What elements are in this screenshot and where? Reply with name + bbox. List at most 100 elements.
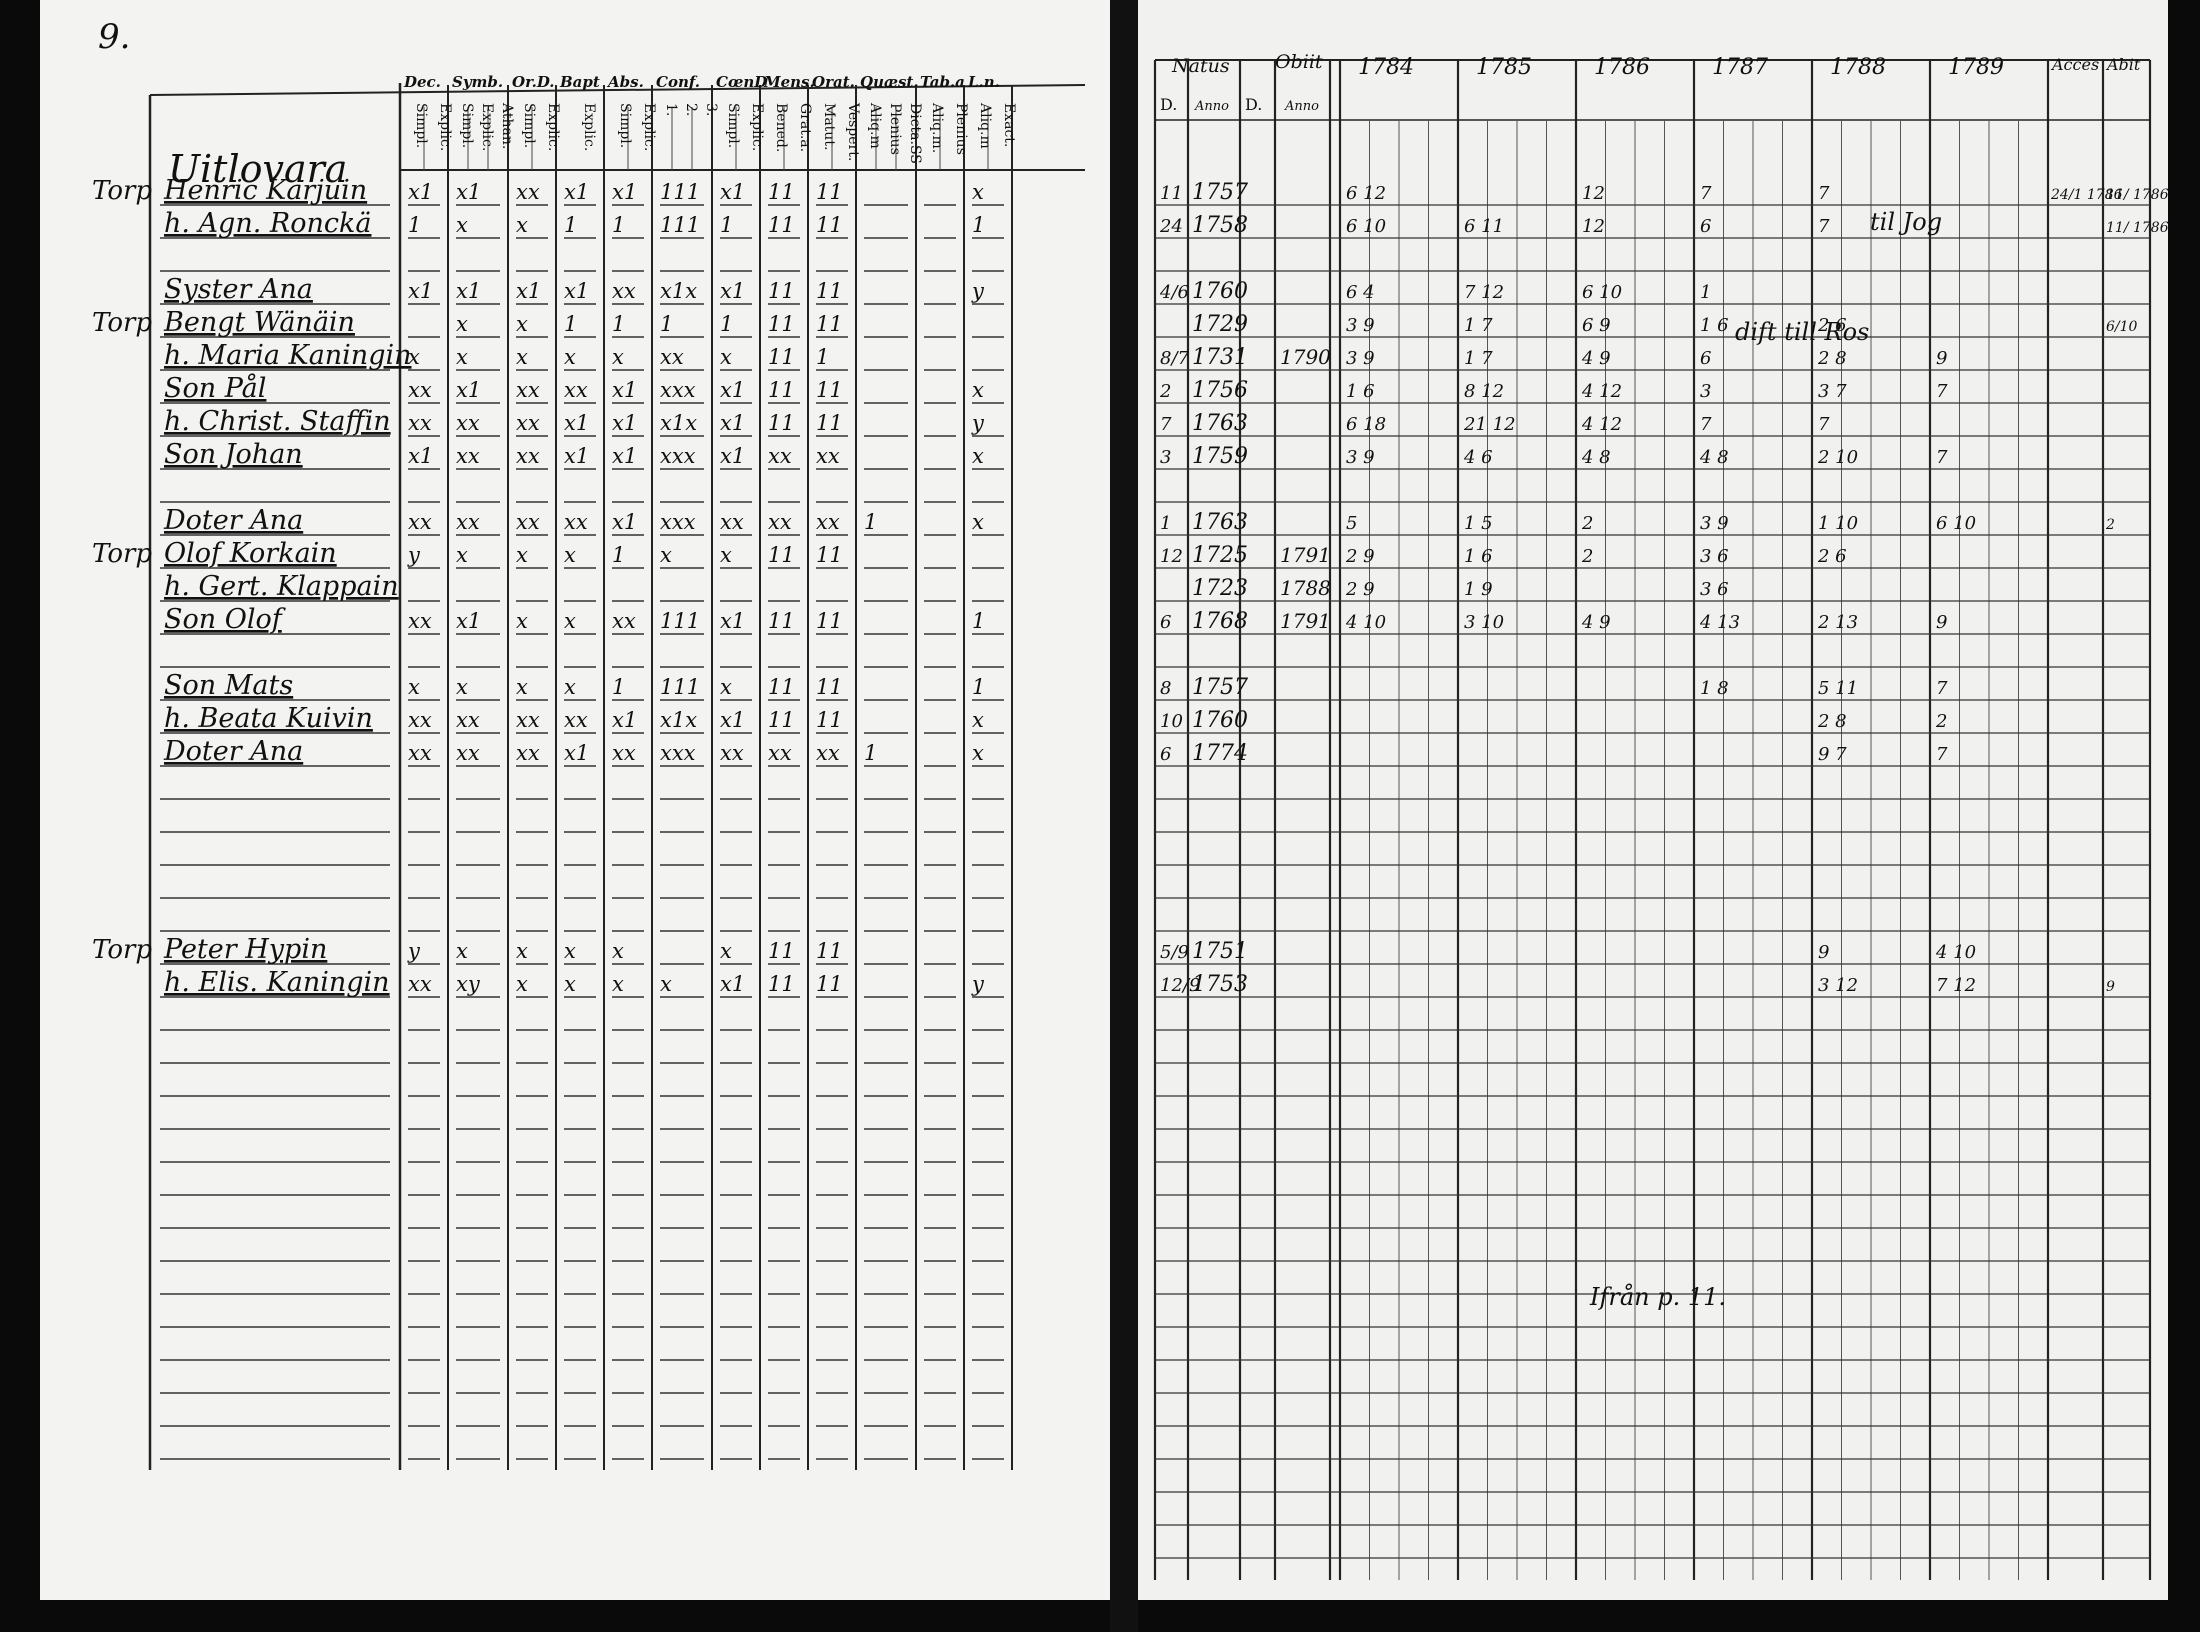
progress-mark: xx <box>456 741 480 765</box>
progress-mark: xx <box>612 741 636 765</box>
entry-name: Peter Hypin <box>163 934 327 965</box>
progress-mark: 11 <box>768 675 795 699</box>
year-entry: 1 6 <box>1700 315 1729 336</box>
year-entry: 7 <box>1936 678 1948 699</box>
progress-mark: 11 <box>816 543 843 567</box>
year-entry: 3 7 <box>1818 381 1847 402</box>
year-entry: 1 5 <box>1464 513 1493 534</box>
progress-mark: 11 <box>768 411 795 435</box>
year-entry: 3 10 <box>1464 612 1504 633</box>
progress-mark: x <box>516 675 528 699</box>
progress-mark: xx <box>408 972 432 996</box>
progress-mark: 11 <box>768 279 795 303</box>
progress-mark: xx <box>456 411 480 435</box>
column-sub-header: 2. <box>683 103 699 116</box>
accessit-entry: 24/1 1786 <box>2050 187 2123 203</box>
progress-mark: x <box>456 675 468 699</box>
natus-day: 7 <box>1160 414 1172 435</box>
progress-mark: 11 <box>816 972 843 996</box>
progress-mark: x1 <box>720 609 745 633</box>
progress-mark: xx <box>516 378 540 402</box>
year-entry: 6 11 <box>1464 216 1504 237</box>
year-entry: 5 11 <box>1818 678 1858 699</box>
progress-mark: 11 <box>768 312 795 336</box>
year-entry: 7 <box>1936 381 1948 402</box>
progress-mark: xx <box>612 609 636 633</box>
progress-mark: xx <box>408 510 432 534</box>
progress-mark: x1 <box>408 279 433 303</box>
natus-day: 3 <box>1160 447 1171 468</box>
progress-mark: xx <box>768 741 792 765</box>
progress-mark: xx <box>768 444 792 468</box>
progress-mark: xx <box>456 510 480 534</box>
abiit-entry: 11/ 1786 <box>2106 187 2169 203</box>
natus-day: 24 <box>1159 216 1183 237</box>
progress-mark: x1 <box>408 444 433 468</box>
entry-name: h. Maria Kaningin <box>164 340 412 371</box>
column-sub-header: Aliq.m. <box>929 102 945 153</box>
column-sub-header: Aliq.m <box>977 102 993 149</box>
progress-mark: xx <box>408 609 432 633</box>
year-entry: 7 <box>1936 744 1948 765</box>
progress-mark: xx <box>564 510 588 534</box>
year-entry: 9 <box>1818 942 1829 963</box>
progress-mark: xx <box>564 708 588 732</box>
entry-prefix: Torp <box>92 539 152 569</box>
year-entry: 7 <box>1818 183 1830 204</box>
progress-mark: 1 <box>972 675 985 699</box>
progress-mark: x1 <box>456 279 481 303</box>
year-entry: 7 <box>1700 414 1712 435</box>
margin-note: Ifrån p. 11. <box>1589 1282 1726 1311</box>
natus-year: 1756 <box>1192 378 1248 403</box>
progress-mark: xx <box>516 180 540 204</box>
progress-mark: x1 <box>564 279 589 303</box>
left-page <box>40 0 1110 1600</box>
progress-mark: y <box>407 543 421 567</box>
column-sub-header: Simpl. <box>521 103 537 148</box>
natus-day: 6 <box>1160 612 1171 633</box>
year-entry: 7 12 <box>1464 282 1504 303</box>
year-entry: 4 9 <box>1581 348 1611 369</box>
progress-mark: x <box>456 345 468 369</box>
year-entry: 1 7 <box>1464 315 1493 336</box>
progress-mark: x1x <box>660 708 697 732</box>
year-entry: 2 9 <box>1345 579 1375 600</box>
progress-mark: 1 <box>612 675 625 699</box>
natus-year: 1763 <box>1192 411 1248 436</box>
progress-mark: xx <box>768 510 792 534</box>
year-entry: 9 7 <box>1818 744 1847 765</box>
year-entry: 8 12 <box>1464 381 1504 402</box>
column-group-header: Orat. <box>812 73 855 91</box>
year-entry: 7 <box>1700 183 1712 204</box>
progress-mark: x1 <box>720 444 745 468</box>
year-entry: 3 6 <box>1700 579 1729 600</box>
year-entry: 6 <box>1700 348 1711 369</box>
column-sub-header: Explic. <box>581 103 597 151</box>
natus-day: 8 <box>1160 678 1171 699</box>
progress-mark: 1 <box>564 213 577 237</box>
natus-year: 1751 <box>1192 939 1248 964</box>
progress-mark: 11 <box>816 213 843 237</box>
progress-mark: 1 <box>816 345 829 369</box>
year-entry: 6 10 <box>1582 282 1622 303</box>
progress-mark: x1 <box>720 972 745 996</box>
progress-mark: x1 <box>612 444 637 468</box>
progress-mark: xx <box>516 510 540 534</box>
column-sub-header: Explic. <box>545 103 561 151</box>
progress-mark: x <box>972 510 984 534</box>
progress-mark: x <box>564 345 576 369</box>
progress-mark: 11 <box>816 939 843 963</box>
column-sub-header: Matut. <box>821 103 837 150</box>
entry-name: h. Christ. Staffin <box>164 406 391 437</box>
year-entry: 5 <box>1346 513 1357 534</box>
progress-mark: 111 <box>660 213 700 237</box>
progress-mark: 11 <box>816 411 843 435</box>
left-page-grid <box>148 83 1086 1470</box>
progress-mark: x <box>720 543 732 567</box>
progress-mark: x <box>408 675 420 699</box>
entry-name: Henric Karjuin <box>163 175 367 206</box>
natus-day: 5/9 <box>1160 942 1189 963</box>
progress-mark: x <box>516 345 528 369</box>
progress-mark: 1 <box>408 213 421 237</box>
